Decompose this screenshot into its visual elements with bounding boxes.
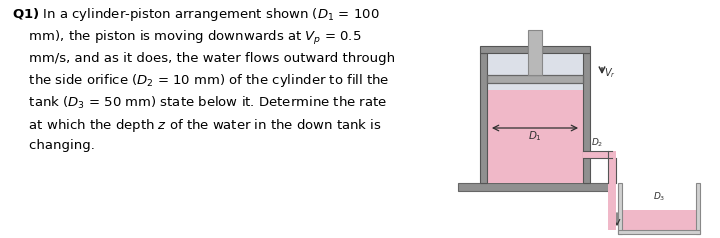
Bar xyxy=(608,158,616,185)
Bar xyxy=(608,151,616,158)
Bar xyxy=(618,183,622,234)
Bar xyxy=(618,230,700,234)
Bar xyxy=(583,53,590,183)
Bar xyxy=(487,83,583,90)
Bar xyxy=(487,53,583,75)
Bar xyxy=(480,46,528,53)
Text: $D_3$: $D_3$ xyxy=(653,190,665,203)
Bar xyxy=(542,46,590,53)
Bar xyxy=(480,53,487,183)
Bar xyxy=(696,183,700,234)
Bar xyxy=(528,30,542,75)
Bar xyxy=(622,210,696,230)
Bar xyxy=(487,75,583,83)
Bar xyxy=(590,151,612,158)
Text: $D_2$: $D_2$ xyxy=(591,137,603,149)
Bar xyxy=(583,151,590,158)
Text: $\bf{Q1)}$ In a cylinder-piston arrangement shown ($\it{D}_1$ = 100
    mm), the: $\bf{Q1)}$ In a cylinder-piston arrangem… xyxy=(12,6,395,152)
Bar xyxy=(458,183,610,191)
Bar xyxy=(487,90,583,183)
Text: $D_1$: $D_1$ xyxy=(528,129,542,143)
Bar xyxy=(608,183,616,230)
Text: $V_r$: $V_r$ xyxy=(604,66,616,80)
Text: $z$: $z$ xyxy=(608,212,615,221)
